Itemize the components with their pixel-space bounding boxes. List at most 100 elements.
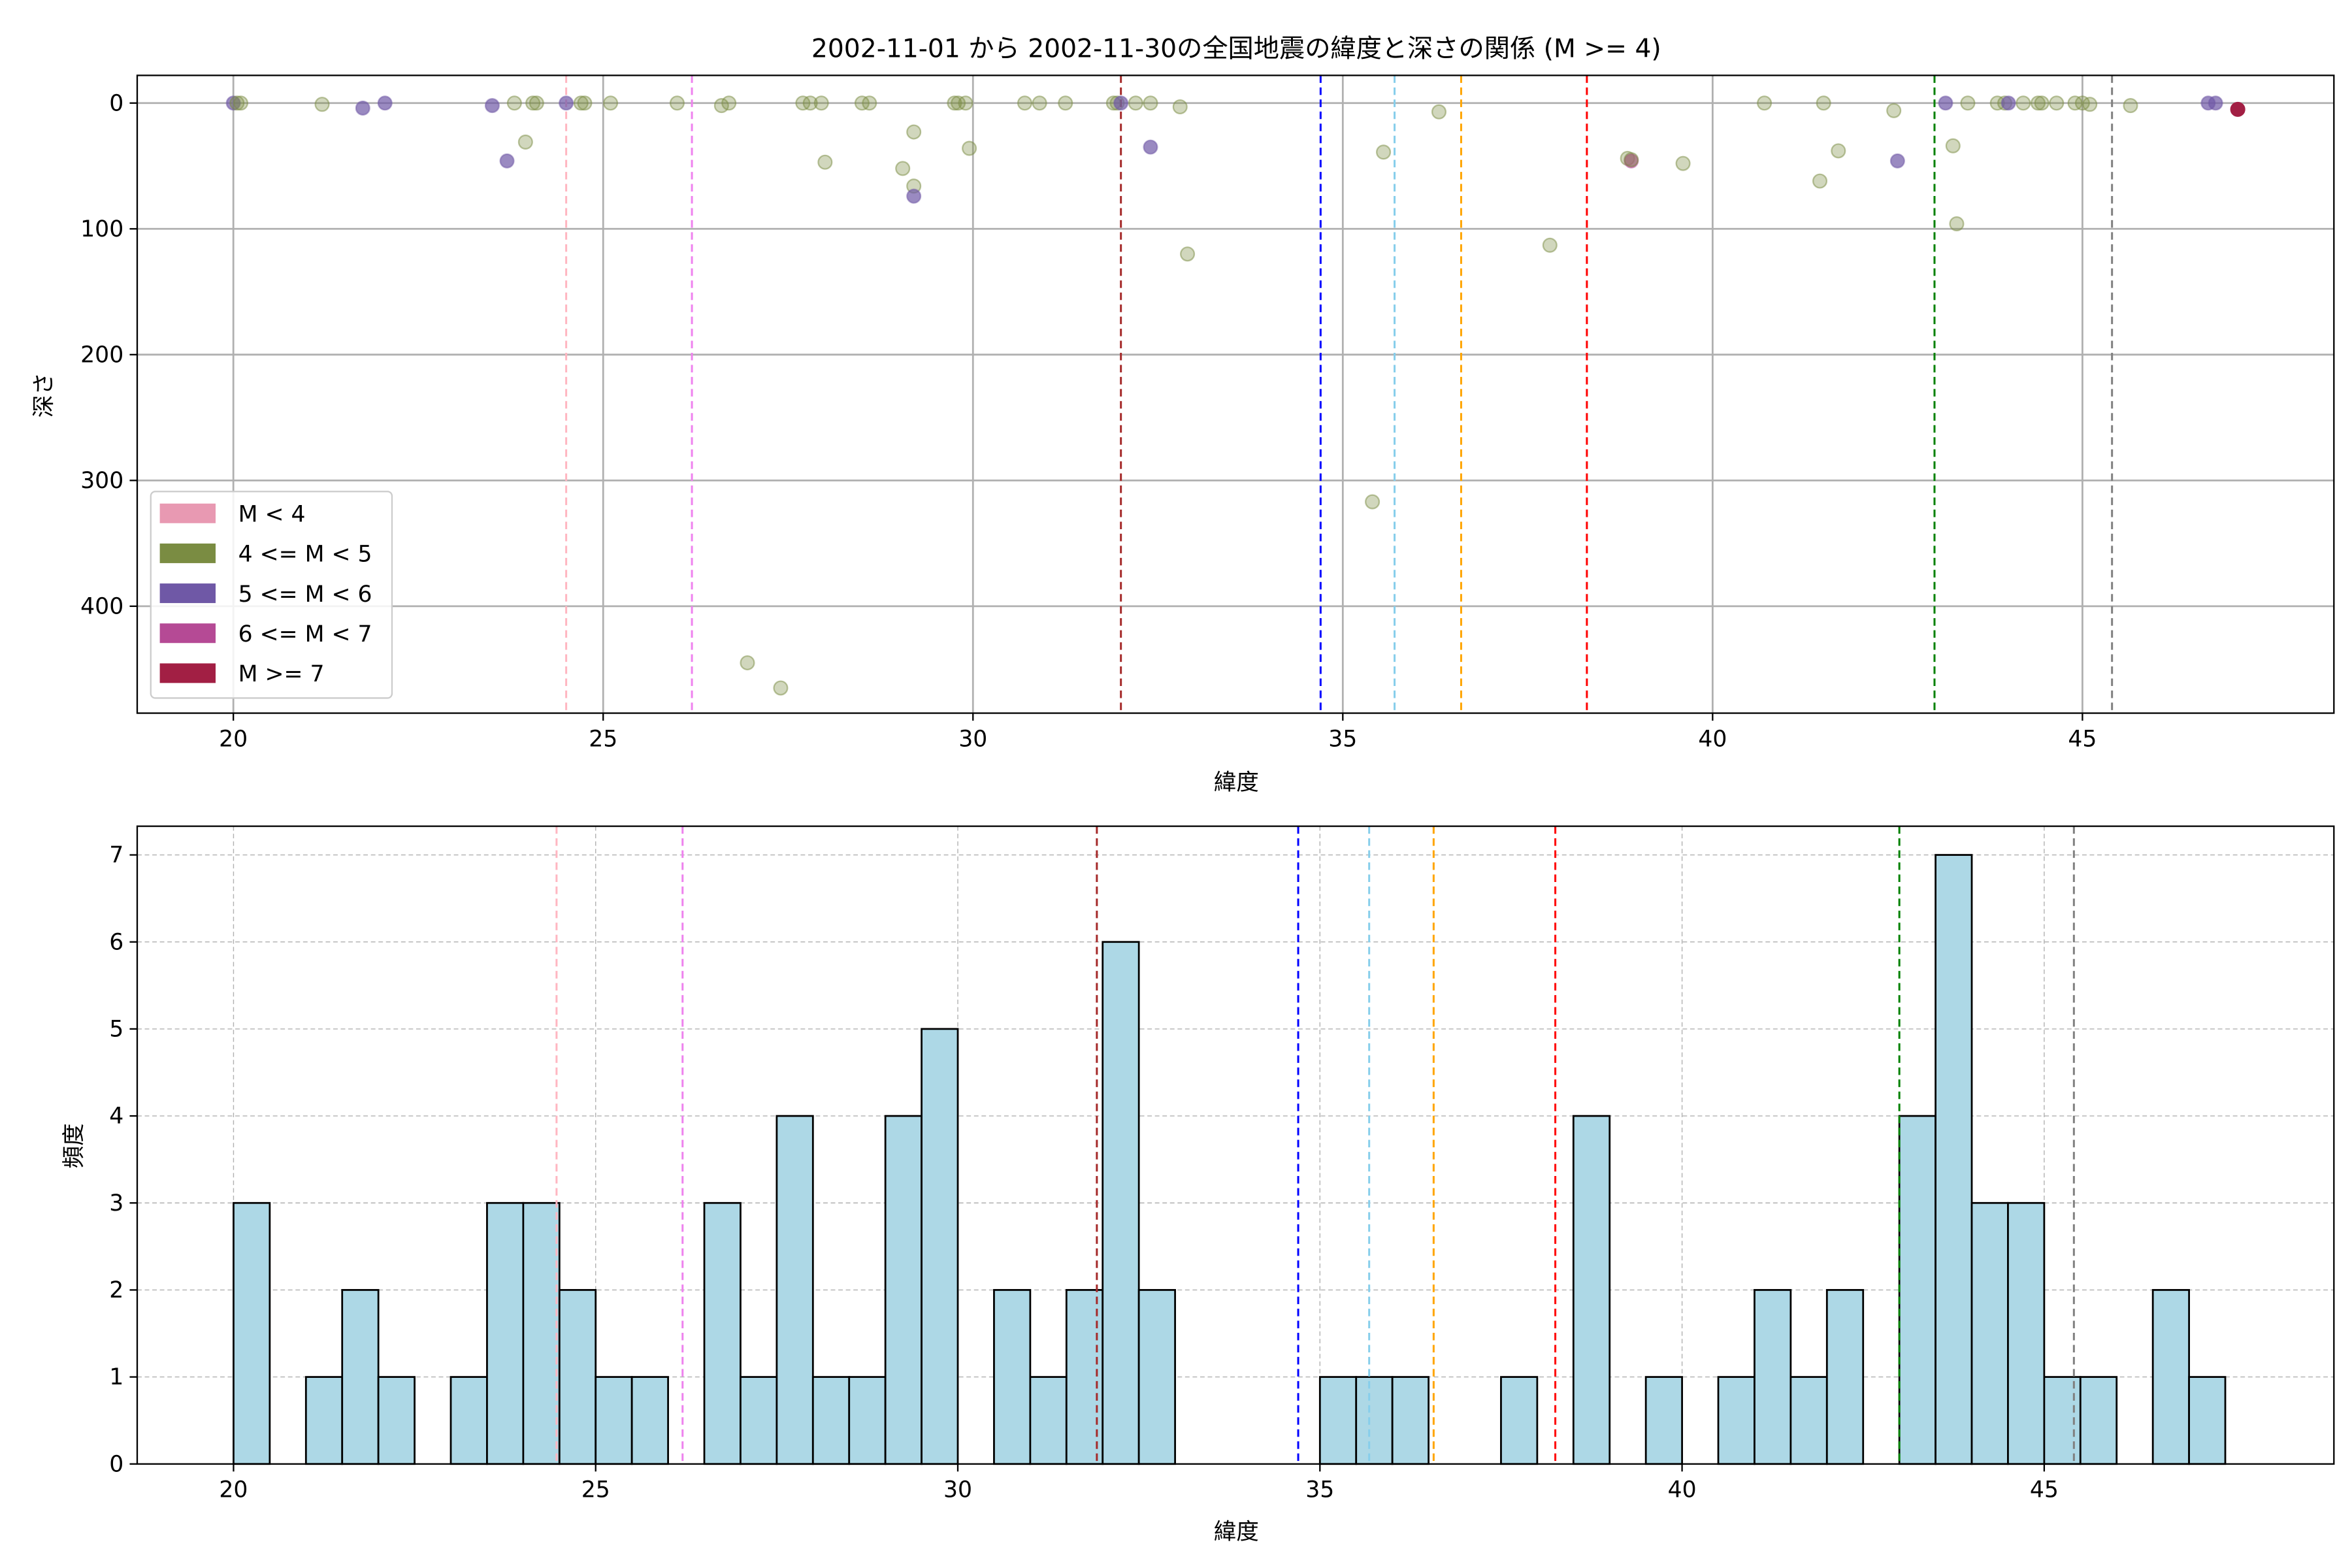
data-point	[817, 154, 833, 170]
data-point	[2030, 95, 2046, 111]
histogram-bar	[233, 1201, 271, 1465]
histogram-bar	[1644, 1376, 1683, 1465]
data-point	[721, 95, 737, 111]
histogram-bar	[1500, 1376, 1539, 1465]
histogram-bar	[1717, 1376, 1756, 1465]
data-point	[1542, 237, 1558, 253]
legend-label: M >= 7	[238, 661, 325, 687]
data-point	[1624, 152, 1639, 167]
histogram-bar	[1970, 1201, 2009, 1465]
histogram-bar	[1572, 1115, 1611, 1465]
histogram-bar	[1318, 1376, 1358, 1465]
y-tick-label: 1	[109, 1364, 123, 1390]
data-point	[1376, 144, 1392, 160]
data-point	[1889, 153, 1905, 169]
data-point	[2230, 101, 2246, 117]
data-point	[2016, 95, 2031, 111]
histogram-bar	[2043, 1376, 2082, 1465]
histogram-bar	[1825, 1289, 1865, 1465]
data-point	[906, 188, 922, 204]
data-point	[233, 95, 249, 111]
histogram-bar	[1935, 854, 1973, 1465]
data-point	[2123, 98, 2138, 114]
axes-frame	[136, 74, 2335, 714]
data-point	[802, 95, 818, 111]
histogram-y-label: 頻度	[61, 1123, 88, 1168]
y-tick-label: 400	[80, 593, 123, 619]
data-point	[559, 95, 574, 111]
histogram-bar	[993, 1289, 1032, 1465]
data-point	[2034, 95, 2050, 111]
data-point	[229, 95, 245, 111]
data-point	[1949, 216, 1965, 232]
data-point	[1831, 143, 1846, 159]
data-point	[958, 95, 973, 111]
histogram-bar	[1391, 1376, 1429, 1465]
data-point	[484, 98, 500, 114]
data-point	[1365, 494, 1380, 510]
histogram-bar	[486, 1201, 525, 1465]
x-tick-label: 35	[1305, 1477, 1334, 1503]
data-point	[517, 134, 533, 150]
chart-title: 2002-11-01 から 2002-11-30の全国地震の緯度と深さの関係 (…	[811, 35, 1661, 64]
data-point	[813, 95, 829, 111]
data-point	[1812, 173, 1828, 189]
y-tick-label: 2	[109, 1277, 123, 1303]
histogram-bar	[1355, 1376, 1394, 1465]
data-point	[1180, 246, 1196, 262]
data-point	[1143, 139, 1158, 155]
data-point	[529, 95, 544, 111]
x-tick-label: 25	[581, 1477, 610, 1503]
data-point	[1431, 104, 1447, 120]
histogram-bar	[921, 1028, 959, 1465]
x-tick-label: 35	[1328, 726, 1357, 752]
y-tick-label: 0	[109, 1451, 123, 1477]
x-tick-label: 40	[1668, 1477, 1697, 1503]
data-point	[906, 124, 922, 140]
histogram-bar	[1065, 1289, 1104, 1465]
histogram-bar	[1029, 1376, 1068, 1465]
scatter-y-label: 深さ	[31, 372, 57, 417]
legend-box	[150, 491, 393, 699]
data-point	[1113, 95, 1129, 111]
data-point	[2208, 95, 2223, 111]
data-point	[314, 97, 330, 112]
y-tick-label: 100	[80, 216, 123, 242]
histogram-bar	[2188, 1376, 2227, 1465]
data-point	[895, 161, 911, 176]
data-point	[1143, 95, 1158, 111]
legend-label: M < 4	[238, 501, 306, 527]
data-point	[355, 100, 370, 116]
data-point	[862, 95, 877, 111]
histogram-bar	[449, 1376, 488, 1465]
data-point	[1017, 95, 1033, 111]
histogram-bar	[341, 1289, 380, 1465]
data-point	[1816, 95, 1831, 111]
legend-swatch	[159, 663, 216, 683]
histogram-bar	[1898, 1115, 1936, 1465]
x-tick-label: 20	[219, 726, 248, 752]
legend-swatch	[159, 543, 216, 563]
legend-label: 5 <= M < 6	[238, 581, 372, 608]
histogram-bar	[703, 1201, 742, 1465]
y-tick-label: 3	[109, 1190, 123, 1217]
y-tick-label: 5	[109, 1016, 123, 1042]
axes-frame	[136, 825, 2335, 1465]
legend-swatch	[159, 503, 216, 523]
legend-label: 6 <= M < 7	[238, 621, 372, 647]
data-point	[1128, 95, 1143, 111]
y-tick-label: 0	[109, 90, 123, 116]
y-tick-label: 300	[80, 468, 123, 494]
data-point	[499, 153, 515, 169]
x-tick-label: 40	[1698, 726, 1727, 752]
data-point	[947, 95, 962, 111]
data-point	[573, 95, 589, 111]
legend-swatch	[159, 583, 216, 604]
x-tick-label: 20	[219, 1477, 248, 1503]
data-point	[1058, 95, 1073, 111]
data-point	[1032, 95, 1047, 111]
x-tick-label: 45	[2030, 1477, 2059, 1503]
legend: M < 4 4 <= M < 5 5 <= M < 6 6 <= M < 7 M >= …	[150, 491, 393, 699]
histogram-bar	[304, 1376, 344, 1465]
